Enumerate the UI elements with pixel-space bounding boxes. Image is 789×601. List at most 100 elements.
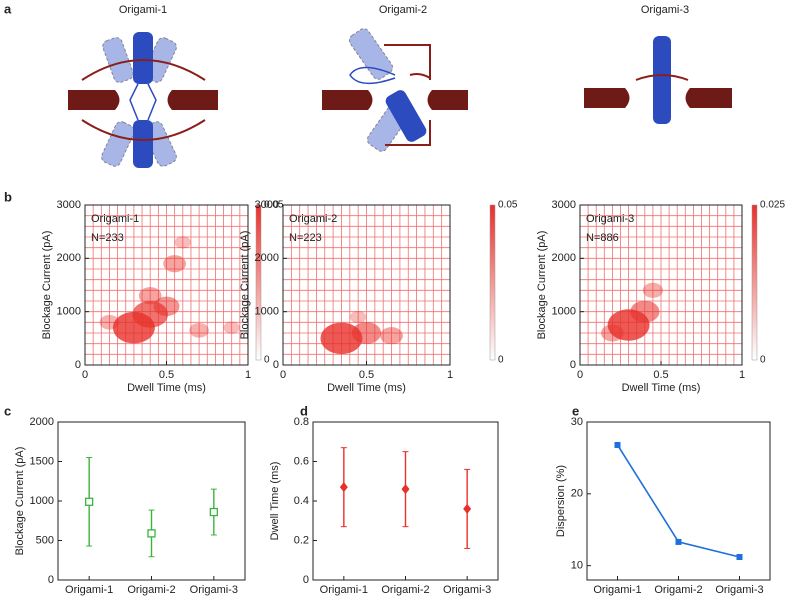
- density-blob: [630, 300, 660, 323]
- colorbar-tick-label: 0.05: [264, 200, 284, 211]
- colorbar-tick-label: 0: [264, 355, 270, 366]
- marker: [209, 507, 218, 517]
- schematic-title: Origami-1: [119, 4, 167, 16]
- y-axis-label: Blockage Current (pA): [239, 231, 251, 340]
- marker: [85, 497, 94, 506]
- colorbar-tick-label: 0: [498, 355, 504, 366]
- colorbar: [255, 204, 262, 361]
- colorbar: [489, 204, 496, 361]
- y-tick-label: 1000: [255, 306, 279, 318]
- y-axis-label: Blockage Current (pA): [14, 447, 26, 556]
- y-tick-label: 0: [75, 359, 81, 371]
- density-blob: [153, 296, 180, 317]
- y-tick-label: 0: [303, 574, 309, 586]
- annotation: N=233: [91, 232, 124, 244]
- density-blob: [349, 310, 367, 324]
- density-blob: [351, 322, 382, 344]
- x-tick-label: 0: [577, 369, 583, 381]
- x-tick-label: Origami-1: [65, 584, 113, 596]
- y-tick-label: 2000: [255, 252, 279, 264]
- marker: [339, 482, 348, 493]
- x-tick-label: 1: [739, 369, 745, 381]
- annotation: N=223: [289, 232, 322, 244]
- density-blob: [163, 255, 187, 273]
- density-blob: [189, 322, 209, 338]
- x-tick-label: Origami-1: [593, 584, 641, 596]
- y-tick-label: 2000: [552, 252, 576, 264]
- x-tick-label: Origami-3: [190, 584, 238, 596]
- panel-label: e: [572, 403, 579, 418]
- y-axis-label: Dispersion (%): [555, 465, 567, 537]
- density-blob: [380, 327, 403, 345]
- y-tick-label: 0.4: [294, 495, 309, 507]
- schematic-3: [584, 36, 732, 124]
- marker: [614, 441, 621, 448]
- colorbar-tick-label: 0: [760, 355, 766, 366]
- density-blob: [642, 282, 664, 298]
- schematic-2: [322, 28, 468, 152]
- panel-label: b: [4, 189, 12, 204]
- colorbar: [751, 204, 758, 361]
- annotation: Origami-2: [289, 213, 337, 225]
- colorbar-tick-label: 0.05: [498, 200, 518, 211]
- x-tick-label: 0.5: [159, 369, 174, 381]
- x-axis-label: Dwell Time (ms): [327, 382, 406, 394]
- y-tick-label: 3000: [255, 199, 279, 211]
- density-blob: [320, 322, 363, 355]
- marker: [463, 503, 472, 514]
- y-tick-label: 30: [571, 416, 583, 428]
- density-blob: [138, 287, 162, 305]
- y-tick-label: 0: [570, 359, 576, 371]
- density-blob: [174, 236, 191, 249]
- y-tick-label: 1000: [57, 306, 81, 318]
- schematic-title: Origami-3: [641, 4, 689, 16]
- x-tick-label: Origami-3: [715, 584, 763, 596]
- density-blob: [223, 321, 240, 334]
- marker: [675, 538, 682, 545]
- y-tick-label: 500: [36, 534, 54, 546]
- panel-label: d: [300, 403, 308, 418]
- schematic-1: [68, 32, 218, 168]
- y-tick-label: 2000: [30, 416, 54, 428]
- x-tick-label: 0: [280, 369, 286, 381]
- annotation: Origami-3: [586, 213, 634, 225]
- y-tick-label: 0: [273, 359, 279, 371]
- y-tick-label: 1000: [552, 306, 576, 318]
- annotation: Origami-1: [91, 213, 139, 225]
- x-tick-label: Origami-1: [320, 584, 368, 596]
- x-tick-label: Origami-2: [127, 584, 175, 596]
- annotation: N=886: [586, 232, 619, 244]
- y-tick-label: 0.6: [294, 455, 309, 467]
- y-tick-label: 1500: [30, 455, 54, 467]
- marker: [147, 529, 156, 538]
- x-tick-label: 0.5: [359, 369, 374, 381]
- colorbar-tick-label: 0.025: [760, 200, 785, 211]
- schematic-title: Origami-2: [379, 4, 427, 16]
- x-axis-label: Dwell Time (ms): [127, 382, 206, 394]
- x-tick-label: Origami-2: [654, 584, 702, 596]
- panel-label: c: [4, 403, 11, 418]
- x-tick-label: Origami-3: [443, 584, 491, 596]
- panel-label: a: [4, 1, 12, 16]
- y-axis-label: Blockage Current (pA): [41, 231, 53, 340]
- y-tick-label: 0: [48, 574, 54, 586]
- y-tick-label: 0.2: [294, 534, 309, 546]
- y-tick-label: 1000: [30, 495, 54, 507]
- y-tick-label: 10: [571, 560, 583, 572]
- y-tick-label: 2000: [57, 252, 81, 264]
- y-tick-label: 0.8: [294, 416, 309, 428]
- y-tick-label: 3000: [552, 199, 576, 211]
- y-tick-label: 3000: [57, 199, 81, 211]
- y-tick-label: 20: [571, 488, 583, 500]
- x-tick-label: 1: [447, 369, 453, 381]
- y-axis-label: Dwell Time (ms): [269, 462, 281, 541]
- x-axis-label: Dwell Time (ms): [622, 382, 701, 394]
- x-tick-label: 0: [82, 369, 88, 381]
- marker: [401, 484, 410, 495]
- plot-frame: [586, 421, 771, 581]
- x-tick-label: Origami-2: [381, 584, 429, 596]
- x-tick-label: 0.5: [653, 369, 668, 381]
- x-tick-label: 1: [245, 369, 251, 381]
- y-axis-label: Blockage Current (pA): [536, 231, 548, 340]
